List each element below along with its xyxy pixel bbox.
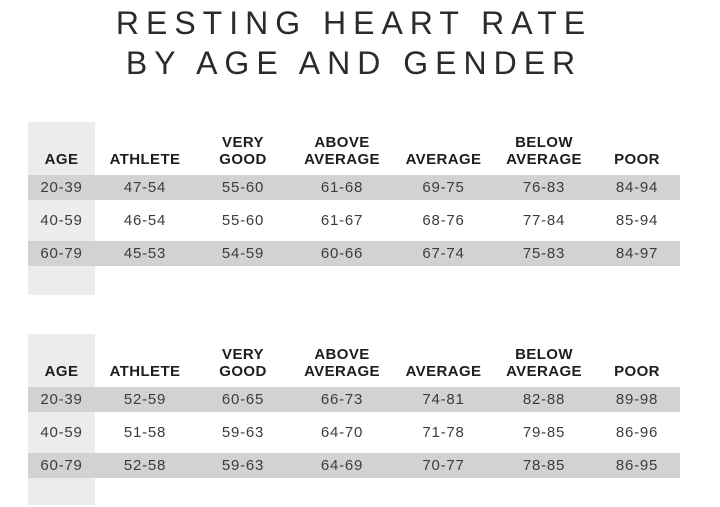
- heart-rate-table-1: AGE ATHLETE VERY GOOD ABOVE AVERAGE AVER…: [28, 122, 680, 295]
- below-average-cell: 78-85: [522, 457, 566, 474]
- very-good-cell: 60-65: [221, 391, 265, 408]
- table-row: 40-59 51-58 59-63 64-70 71-78 79-85 86-9…: [28, 420, 680, 445]
- below-average-cell: 82-88: [522, 391, 566, 408]
- poor-cell: 84-97: [615, 245, 659, 262]
- header-cell-poor: POOR: [614, 363, 660, 380]
- average-cell: 74-81: [422, 391, 465, 408]
- header-cell-athlete: ATHLETE: [109, 363, 181, 380]
- above-average-cell: 60-66: [320, 245, 364, 262]
- above-average-cell: 64-70: [320, 424, 364, 441]
- heart-rate-table-2: AGE ATHLETE VERY GOOD ABOVE AVERAGE AVER…: [28, 334, 680, 505]
- very-good-cell: 55-60: [221, 179, 265, 196]
- header-cell-below-average: BELOW AVERAGE: [506, 346, 582, 380]
- title-line-2: BY AGE AND GENDER: [125, 45, 583, 81]
- table-row: 20-39 47-54 55-60 61-68 69-75 76-83 84-9…: [28, 175, 680, 200]
- header-cell-poor: POOR: [614, 151, 660, 168]
- header-cell-age: AGE: [44, 363, 79, 380]
- athlete-cell: 52-59: [123, 391, 167, 408]
- poor-cell: 85-94: [615, 212, 659, 229]
- athlete-cell: 45-53: [123, 245, 167, 262]
- table-row: 60-79 45-53 54-59 60-66 67-74 75-83 84-9…: [28, 241, 680, 266]
- average-cell: 67-74: [422, 245, 465, 262]
- header-cell-average: AVERAGE: [405, 363, 482, 380]
- header-cell-above-average: ABOVE AVERAGE: [304, 346, 380, 380]
- header-cell-average: AVERAGE: [405, 151, 482, 168]
- average-cell: 69-75: [422, 179, 465, 196]
- average-cell: 68-76: [422, 212, 465, 229]
- athlete-cell: 51-58: [123, 424, 167, 441]
- below-average-cell: 75-83: [522, 245, 566, 262]
- very-good-cell: 55-60: [221, 212, 265, 229]
- age-range-cell: 60-79: [40, 457, 83, 474]
- poor-cell: 84-94: [615, 179, 659, 196]
- poor-cell: 86-95: [615, 457, 659, 474]
- age-range-cell: 40-59: [40, 212, 83, 229]
- average-cell: 71-78: [422, 424, 465, 441]
- above-average-cell: 64-69: [320, 457, 364, 474]
- table-row: 40-59 46-54 55-60 61-67 68-76 77-84 85-9…: [28, 208, 680, 233]
- header-row: AGE ATHLETE VERY GOOD ABOVE AVERAGE AVER…: [28, 122, 680, 175]
- above-average-cell: 66-73: [320, 391, 364, 408]
- header-cell-below-average: BELOW AVERAGE: [506, 134, 582, 168]
- age-range-cell: 60-79: [40, 245, 83, 262]
- very-good-cell: 54-59: [221, 245, 265, 262]
- below-average-cell: 79-85: [522, 424, 566, 441]
- table-row: 60-79 52-58 59-63 64-69 70-77 78-85 86-9…: [28, 453, 680, 478]
- athlete-cell: 46-54: [123, 212, 167, 229]
- header-row: AGE ATHLETE VERY GOOD ABOVE AVERAGE AVER…: [28, 334, 680, 387]
- athlete-cell: 52-58: [123, 457, 167, 474]
- age-range-cell: 20-39: [40, 179, 83, 196]
- header-cell-athlete: ATHLETE: [109, 151, 181, 168]
- average-cell: 70-77: [422, 457, 465, 474]
- above-average-cell: 61-67: [320, 212, 364, 229]
- below-average-cell: 77-84: [522, 212, 566, 229]
- age-column-highlight: [28, 122, 95, 295]
- poor-cell: 86-96: [615, 424, 659, 441]
- age-range-cell: 20-39: [40, 391, 83, 408]
- header-cell-age: AGE: [44, 151, 79, 168]
- very-good-cell: 59-63: [221, 457, 265, 474]
- athlete-cell: 47-54: [123, 179, 167, 196]
- below-average-cell: 76-83: [522, 179, 566, 196]
- table-row: 20-39 52-59 60-65 66-73 74-81 82-88 89-9…: [28, 387, 680, 412]
- header-cell-very-good: VERY GOOD: [219, 134, 267, 168]
- header-cell-very-good: VERY GOOD: [219, 346, 267, 380]
- poor-cell: 89-98: [615, 391, 659, 408]
- age-range-cell: 40-59: [40, 424, 83, 441]
- title-line-1: RESTING HEART RATE: [115, 5, 593, 41]
- very-good-cell: 59-63: [221, 424, 265, 441]
- header-cell-above-average: ABOVE AVERAGE: [304, 134, 380, 168]
- above-average-cell: 61-68: [320, 179, 364, 196]
- page-title: RESTING HEART RATE BY AGE AND GENDER: [28, 0, 680, 83]
